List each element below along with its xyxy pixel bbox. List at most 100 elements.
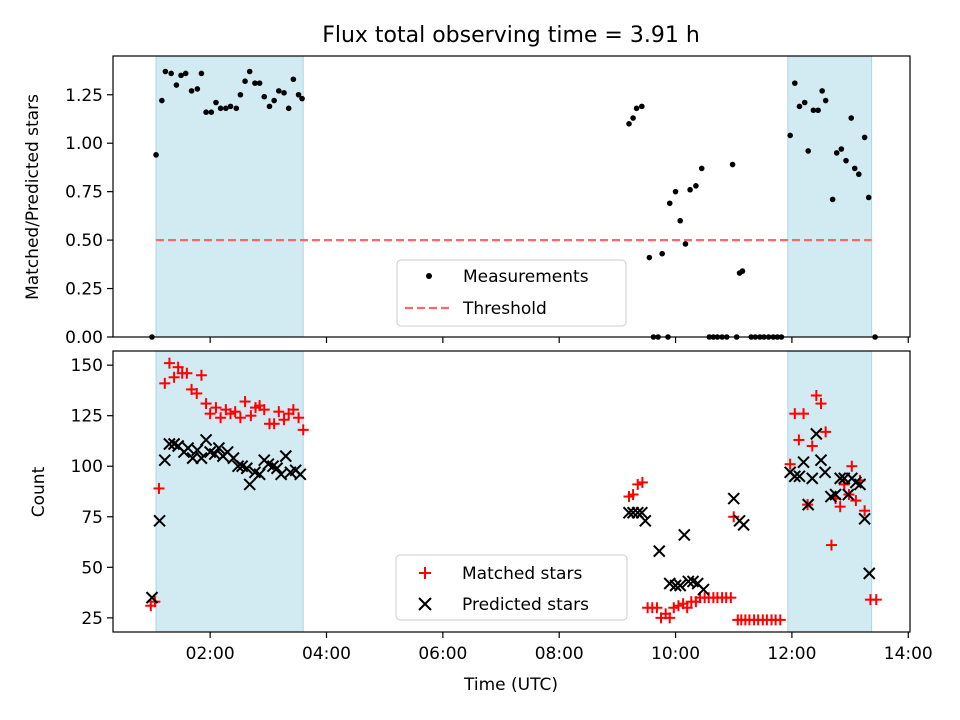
matched-star-point: [297, 424, 309, 436]
predicted-star-point: [801, 498, 815, 511]
shaded-interval: [787, 350, 873, 633]
legend-matched-marker: [419, 567, 431, 579]
measurement-point: [178, 72, 184, 79]
measurement-point: [672, 188, 679, 195]
matched-star-point: [627, 489, 639, 501]
predicted-star-point: [737, 518, 750, 532]
predicted-star-point: [274, 468, 288, 481]
predicted-star-point: [697, 583, 710, 596]
measurement-point: [246, 68, 253, 75]
matched-star-point: [784, 458, 796, 470]
measurement-point: [173, 82, 180, 88]
predicted-star-point: [842, 488, 855, 501]
measurement-point: [256, 80, 263, 86]
predicted-star-point: [145, 591, 159, 604]
measurement-point: [796, 103, 803, 110]
matched-star-point: [258, 404, 270, 416]
matched-star-point: [815, 398, 827, 410]
matched-star-point: [204, 408, 216, 420]
measurement-point: [162, 68, 169, 75]
predicted-star-point: [181, 441, 195, 455]
predicted-star-point: [793, 470, 806, 483]
measurement-point: [659, 250, 665, 257]
measurement-point: [275, 88, 282, 94]
measurement-point: [159, 97, 165, 104]
matched-star-point: [153, 482, 165, 494]
matched-star-point: [838, 478, 850, 490]
matched-star-point: [798, 408, 810, 420]
measurement-point: [266, 103, 273, 110]
matched-star-point: [293, 412, 305, 424]
measurement-point: [227, 103, 234, 110]
bottom-xtick-label: 10:00: [651, 644, 700, 664]
bottom-ytick-label: 100: [71, 457, 103, 477]
measurement-point: [861, 134, 868, 141]
shaded-interval: [155, 55, 304, 338]
matched-star-point: [278, 414, 290, 426]
matched-star-point: [172, 361, 184, 373]
measurement-point: [261, 93, 268, 100]
measurement-point: [843, 157, 849, 164]
matched-star-point: [681, 602, 693, 614]
matched-star-point: [245, 410, 257, 422]
measurement-point: [856, 171, 862, 178]
predicted-star-point: [294, 468, 307, 481]
measurement-point: [815, 107, 821, 114]
shaded-interval: [787, 55, 873, 338]
matched-star-point: [234, 412, 246, 424]
bottom-x-ticks: 02:00 04:00 06:00 08:00 10:00 12:00 14:00: [186, 632, 933, 664]
measurement-point: [698, 165, 705, 172]
predicted-star-point: [191, 443, 204, 457]
measurement-point: [787, 132, 793, 139]
measurement-point: [153, 152, 159, 158]
legend-measurements-label: Measurements: [463, 267, 589, 287]
legend-predicted-marker: [418, 597, 432, 611]
measurement-point: [237, 91, 244, 98]
measurement-point: [838, 146, 845, 152]
predicted-star-point: [682, 575, 695, 588]
predicted-star-point: [240, 462, 254, 475]
bottom-xtick-label: 04:00: [302, 644, 351, 664]
top-ytick-label: 0.00: [65, 328, 103, 348]
bottom-legend: Matched stars Predicted stars: [395, 554, 628, 621]
measurement-point: [646, 254, 653, 261]
measurement-point: [242, 78, 248, 84]
bottom-xtick-label: 08:00: [535, 644, 584, 664]
matched-star-point: [820, 426, 832, 438]
predicted-star-point: [814, 453, 828, 467]
bottom-ylabel: Count: [29, 466, 49, 517]
measurement-point: [194, 86, 201, 92]
measurement-point: [198, 70, 205, 77]
predicted-star-point: [797, 455, 810, 469]
matched-star-point: [229, 406, 241, 418]
predicted-star-point: [818, 466, 832, 479]
top-ytick-label: 0.50: [65, 231, 103, 251]
predicted-star-point: [243, 478, 256, 491]
top-ytick-label: 0.75: [65, 183, 103, 203]
measurement-point: [217, 105, 224, 112]
measurement-point: [233, 105, 240, 112]
matched-star-point: [195, 369, 207, 381]
top-ytick-label: 1.00: [65, 134, 103, 154]
predicted-star-point: [279, 449, 292, 463]
x-axis-label: Time (UTC): [463, 675, 558, 695]
bottom-y-ticks: 25 50 75 100 125 150: [71, 356, 113, 629]
bottom-ytick-label: 50: [81, 558, 103, 578]
top-ytick-label: 1.25: [65, 86, 103, 106]
bottom-xtick-label: 02:00: [186, 644, 235, 664]
measurement-point: [682, 241, 689, 247]
measurement-point: [833, 150, 840, 156]
bottom-xtick-label: 06:00: [418, 644, 467, 664]
top-ylabel: Matched/Predicted stars: [23, 94, 43, 300]
bottom-xtick-label: 14:00: [884, 644, 933, 664]
measurement-point: [182, 70, 189, 77]
measurement-point: [729, 161, 736, 168]
measurement-point: [271, 97, 277, 104]
matched-star-point: [651, 602, 663, 614]
bottom-panel: 25 50 75 100 125 150 02:00 04:00 06:00 08:00 10:0…: [29, 350, 933, 695]
predicted-star-point: [678, 528, 691, 542]
legend-threshold-label: Threshold: [462, 299, 547, 319]
matched-star-point: [806, 440, 818, 452]
legend-measurements-marker: [426, 273, 432, 279]
